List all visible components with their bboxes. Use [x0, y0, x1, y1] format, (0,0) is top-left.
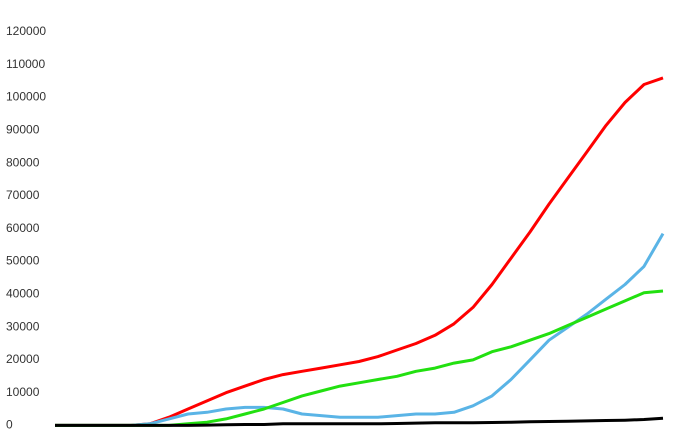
y-tick-label: 10000	[6, 385, 40, 399]
y-tick-label: 20000	[6, 352, 40, 366]
y-tick-label: 80000	[6, 155, 40, 169]
y-tick-label: 30000	[6, 319, 40, 333]
y-tick-label: 100000	[6, 90, 46, 104]
series-line	[55, 416, 664, 427]
y-tick-label: 70000	[6, 188, 40, 202]
series-line	[55, 289, 664, 427]
series-line	[55, 232, 665, 427]
y-tick-label: 50000	[6, 254, 40, 268]
y-tick-label: 120000	[6, 24, 46, 38]
series-line	[55, 76, 664, 427]
y-tick-label: 110000	[6, 57, 45, 71]
y-tick-label: 40000	[6, 286, 40, 300]
y-tick-label: 60000	[6, 221, 40, 235]
y-tick-label: 0	[6, 418, 13, 432]
y-tick-label: 90000	[6, 123, 40, 137]
